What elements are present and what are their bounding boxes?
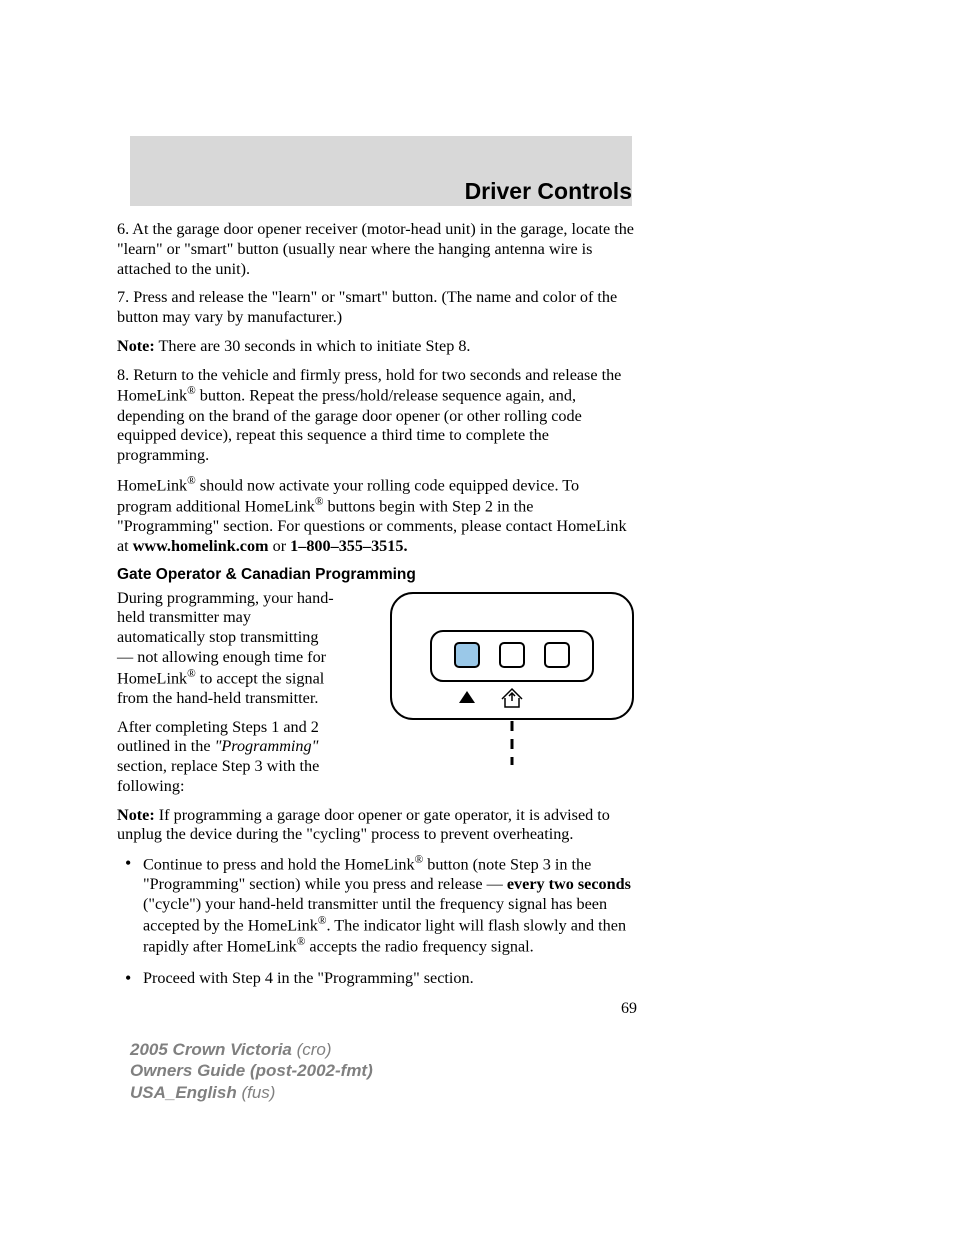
result-paragraph: HomeLink® should now activate your rolli… [117,475,637,557]
text: HomeLink [117,476,187,494]
text: section, replace Step 3 with the followi… [117,757,319,795]
page-number: 69 [621,999,637,1019]
step-8: 8. Return to the vehicle and firmly pres… [117,366,637,466]
note-2: Note: If programming a garage door opene… [117,806,637,846]
step-6: 6. At the garage door opener receiver (m… [117,220,637,279]
section-title: Driver Controls [130,178,632,205]
locale: USA_English [130,1083,241,1102]
text: Continue to press and hold the HomeLink [143,856,415,874]
step-7: 7. Press and release the "learn" or "sma… [117,288,637,328]
footer-line-2: Owners Guide (post-2002-fmt) [130,1060,373,1081]
wrap-block: During programming, your hand-held trans… [117,589,637,797]
registered-mark: ® [187,385,196,397]
note-1: Note: There are 30 seconds in which to i… [117,337,637,357]
registered-mark: ® [187,475,196,487]
text: accepts the radio frequency signal. [305,937,533,955]
wrap-text-column: During programming, your hand-held trans… [117,589,337,797]
note-text: If programming a garage door opener or g… [117,806,610,844]
footer-line-3: USA_English (fus) [130,1082,373,1103]
bullet-item-1: Continue to press and hold the HomeLink®… [117,854,637,957]
wrap-paragraph-2: After completing Steps 1 and 2 outlined … [117,718,337,797]
wrap-paragraph-1: During programming, your hand-held trans… [117,589,337,709]
homelink-url: www.homelink.com [133,537,269,555]
registered-mark: ® [187,668,196,680]
footer-line-1: 2005 Crown Victoria (cro) [130,1039,373,1060]
note-label: Note: [117,806,155,824]
subheading-gate-operator: Gate Operator & Canadian Programming [117,566,637,585]
note-text: There are 30 seconds in which to initiat… [155,337,471,355]
homelink-diagram [387,589,637,769]
locale-code: (fus) [241,1083,275,1102]
note-label: Note: [117,337,155,355]
bullet-list: Continue to press and hold the HomeLink®… [117,854,637,989]
registered-mark: ® [415,854,424,866]
text: or [269,537,291,555]
bullet-item-2: Proceed with Step 4 in the "Programming"… [117,969,637,989]
homelink-phone: 1–800–355–3515. [290,537,407,555]
footer: 2005 Crown Victoria (cro) Owners Guide (… [130,1039,373,1103]
programming-ref: "Programming" [215,737,319,755]
vehicle-code: (cro) [297,1040,332,1059]
vehicle-name: 2005 Crown Victoria [130,1040,297,1059]
page-content: 6. At the garage door opener receiver (m… [117,220,637,1001]
bold-text: every two seconds [507,875,631,893]
